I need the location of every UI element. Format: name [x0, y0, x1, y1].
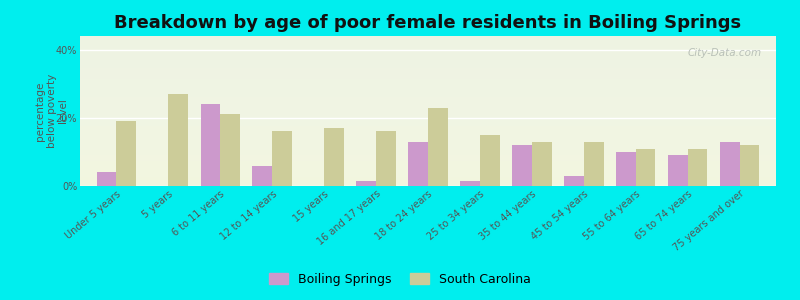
Bar — [688, 148, 707, 186]
Bar — [272, 131, 292, 186]
Bar — [636, 148, 655, 186]
Bar — [480, 135, 500, 186]
Bar — [168, 94, 188, 186]
Bar — [97, 172, 116, 186]
Legend: Boiling Springs, South Carolina: Boiling Springs, South Carolina — [264, 268, 536, 291]
Bar — [740, 145, 759, 186]
Bar — [584, 142, 603, 186]
Bar — [376, 131, 396, 186]
Title: Breakdown by age of poor female residents in Boiling Springs: Breakdown by age of poor female resident… — [114, 14, 742, 32]
Bar — [356, 181, 376, 186]
Bar — [564, 176, 584, 186]
Bar — [460, 181, 480, 186]
Bar — [428, 108, 448, 186]
Bar — [116, 121, 136, 186]
Y-axis label: percentage
below poverty
level: percentage below poverty level — [35, 74, 68, 148]
Bar — [668, 155, 688, 186]
Bar — [408, 142, 428, 186]
Bar — [720, 142, 740, 186]
Bar — [220, 114, 240, 186]
Bar — [616, 152, 636, 186]
Bar — [324, 128, 344, 186]
Bar — [512, 145, 532, 186]
Bar — [253, 166, 272, 186]
Bar — [532, 142, 552, 186]
Bar — [201, 104, 220, 186]
Text: City-Data.com: City-Data.com — [688, 48, 762, 58]
